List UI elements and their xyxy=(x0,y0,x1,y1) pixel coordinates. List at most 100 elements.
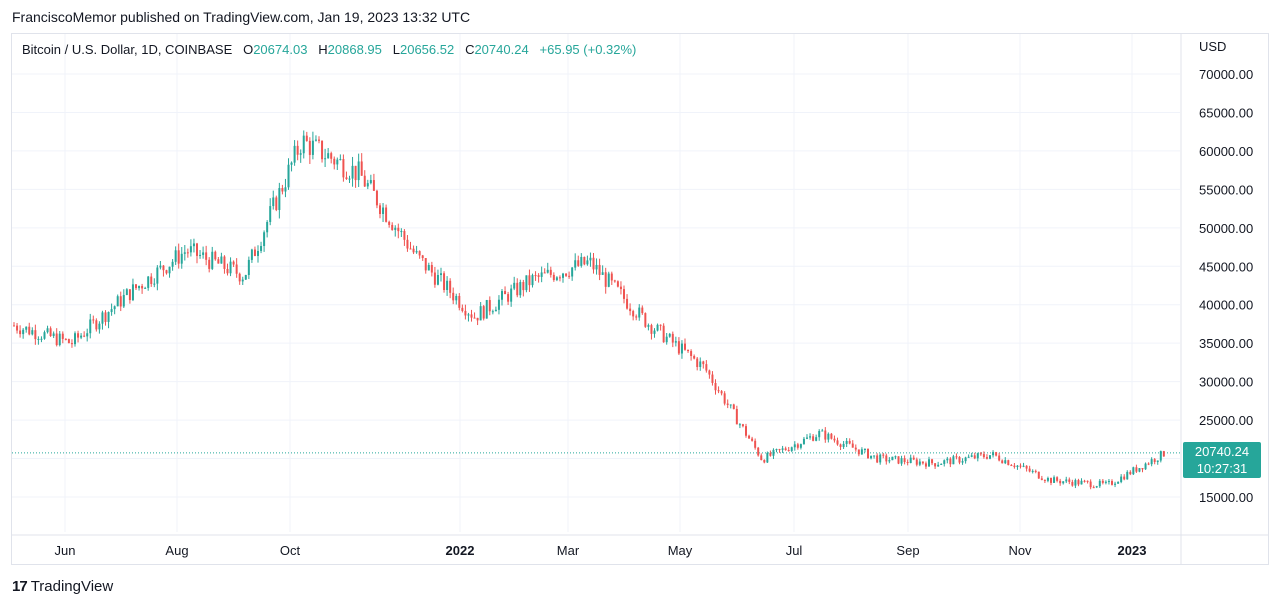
candle xyxy=(821,428,824,432)
candle xyxy=(385,204,388,223)
candle xyxy=(1132,466,1135,476)
candle xyxy=(348,175,351,184)
candle xyxy=(598,258,601,281)
candle xyxy=(958,456,961,465)
candle xyxy=(1150,457,1153,467)
candle xyxy=(116,294,119,307)
candle xyxy=(1098,479,1101,488)
candle xyxy=(430,261,433,277)
candle xyxy=(1126,470,1129,480)
candle xyxy=(211,246,214,271)
candle xyxy=(610,271,613,285)
candle xyxy=(321,140,324,163)
candle xyxy=(1062,481,1065,485)
candle xyxy=(1031,469,1034,474)
candle xyxy=(46,325,49,334)
candle xyxy=(1004,457,1007,465)
x-tick-label: Jul xyxy=(786,543,803,558)
currency-label[interactable]: USD xyxy=(1199,39,1227,54)
candle xyxy=(260,241,263,254)
candle xyxy=(1107,478,1110,485)
candle xyxy=(488,296,491,316)
candle xyxy=(25,326,28,333)
candle xyxy=(446,276,449,296)
candle xyxy=(159,261,162,270)
candle xyxy=(440,267,442,282)
candle xyxy=(55,328,58,347)
candle xyxy=(601,265,604,275)
candle xyxy=(147,275,150,291)
candle xyxy=(516,278,519,298)
candle xyxy=(592,252,595,274)
candle xyxy=(519,279,522,298)
candle xyxy=(998,452,1001,462)
candle xyxy=(1034,469,1037,474)
candle xyxy=(690,349,693,361)
candle xyxy=(708,369,711,379)
candle xyxy=(629,303,632,316)
candle xyxy=(906,459,909,466)
candle xyxy=(1019,463,1022,469)
candle xyxy=(693,354,696,360)
candle xyxy=(732,403,735,410)
candle xyxy=(665,332,668,345)
candle xyxy=(845,437,848,448)
candle xyxy=(626,294,629,310)
candle xyxy=(867,448,869,459)
candle xyxy=(1092,485,1095,489)
x-tick-label: May xyxy=(668,543,693,558)
candle xyxy=(1010,464,1013,467)
candle xyxy=(150,273,153,287)
x-tick-label: Sep xyxy=(896,543,919,558)
candle xyxy=(98,321,101,334)
candle xyxy=(400,228,403,237)
candle xyxy=(409,241,412,250)
candle xyxy=(952,454,955,465)
candle xyxy=(86,328,89,342)
candle xyxy=(183,245,186,261)
candle xyxy=(613,279,616,283)
candle xyxy=(549,266,552,278)
symbol-legend: Bitcoin / U.S. Dollar, 1D, COINBASE O206… xyxy=(22,42,636,57)
candle xyxy=(92,315,95,324)
candle xyxy=(1007,459,1010,466)
candle xyxy=(787,446,790,452)
candle xyxy=(497,295,500,315)
candle xyxy=(104,310,107,326)
candle xyxy=(842,441,845,449)
candle xyxy=(735,405,738,425)
candle xyxy=(1040,475,1043,481)
low-value: 20656.52 xyxy=(399,42,455,57)
candle xyxy=(37,336,40,345)
candle xyxy=(67,338,70,344)
candle xyxy=(891,456,894,461)
candle xyxy=(1101,479,1104,485)
candle xyxy=(394,225,397,237)
candle xyxy=(641,305,644,315)
candle xyxy=(543,268,546,274)
candle xyxy=(244,274,247,281)
candle xyxy=(391,222,394,231)
candle xyxy=(827,432,830,443)
candle xyxy=(979,451,982,456)
candle xyxy=(760,453,763,461)
candle xyxy=(876,453,879,464)
candle xyxy=(174,246,177,265)
last-price-tag: 20740.24 10:27:31 xyxy=(1183,442,1261,478)
candle xyxy=(924,461,927,470)
candle xyxy=(269,198,272,226)
candle xyxy=(723,391,726,406)
candle xyxy=(144,286,147,289)
candle xyxy=(369,174,372,185)
candle xyxy=(479,302,482,321)
candle xyxy=(64,338,67,341)
candle xyxy=(790,446,793,453)
candle xyxy=(83,331,86,338)
candle xyxy=(1050,477,1052,486)
candle xyxy=(421,254,424,261)
candle xyxy=(982,451,985,459)
tradingview-footer[interactable]: 17 TradingView xyxy=(12,578,113,595)
candle xyxy=(110,303,113,316)
candle xyxy=(882,452,885,459)
